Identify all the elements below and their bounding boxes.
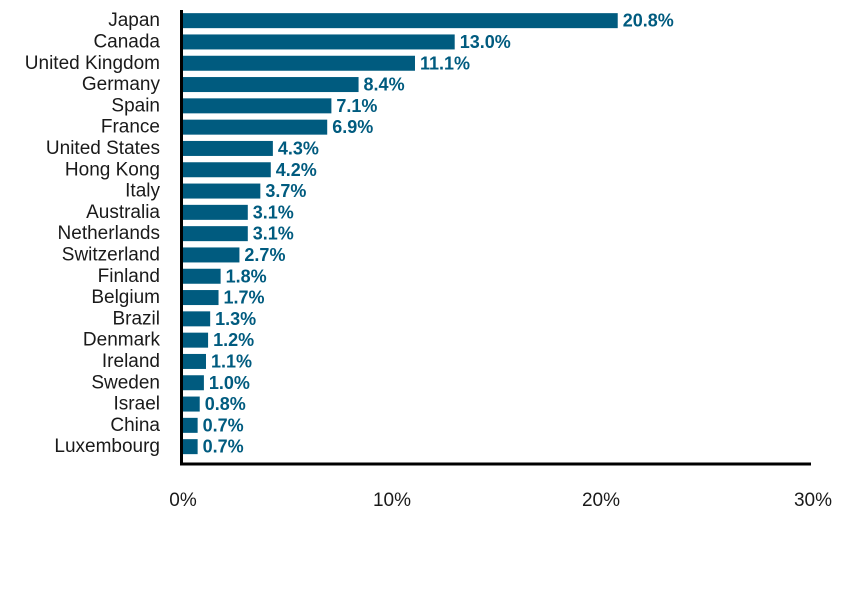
value-label: 2.7%: [244, 245, 285, 265]
value-label: 0.7%: [203, 415, 244, 435]
category-label: Ireland: [102, 351, 160, 372]
value-label: 0.8%: [205, 394, 246, 414]
value-label: 11.1%: [420, 53, 470, 73]
category-label: Italy: [125, 181, 160, 202]
category-label: Australia: [86, 202, 160, 223]
bar-france: [183, 119, 328, 135]
value-labels-group: 20.8%13.0%11.1%8.4%7.1%6.9%4.3%4.2%3.7%3…: [203, 11, 674, 457]
value-label: 1.1%: [211, 351, 252, 371]
value-label: 20.8%: [623, 11, 674, 31]
x-tick-label: 20%: [582, 490, 620, 511]
category-label: Japan: [108, 10, 160, 31]
category-label: France: [101, 117, 160, 138]
bar-germany: [183, 77, 359, 93]
category-label: Luxembourg: [54, 436, 160, 457]
x-tick-label: 0%: [169, 490, 197, 511]
bar-spain: [183, 98, 332, 114]
value-label: 1.8%: [226, 266, 267, 286]
bar-australia: [183, 204, 248, 220]
bar-israel: [183, 396, 200, 412]
category-label: Sweden: [91, 372, 160, 393]
category-label: China: [110, 415, 160, 436]
value-label: 7.1%: [336, 96, 377, 116]
value-label: 1.3%: [215, 309, 256, 329]
category-label: Israel: [114, 394, 160, 415]
value-label: 8.4%: [364, 75, 405, 95]
bar-ireland: [183, 353, 206, 369]
bar-hong-kong: [183, 162, 271, 178]
value-label: 3.1%: [253, 202, 294, 222]
x-tick-label: 30%: [794, 490, 832, 511]
category-label: United Kingdom: [25, 53, 160, 74]
bar-luxembourg: [183, 439, 198, 455]
category-label: United States: [46, 138, 160, 159]
bar-finland: [183, 268, 221, 284]
category-label: Hong Kong: [65, 159, 160, 180]
category-label: Finland: [98, 266, 160, 287]
value-label: 13.0%: [460, 32, 511, 52]
value-label: 1.2%: [213, 330, 254, 350]
bar-switzerland: [183, 247, 240, 263]
value-label: 3.7%: [265, 181, 306, 201]
value-label: 0.7%: [203, 437, 244, 457]
value-label: 4.2%: [276, 160, 317, 180]
bar-united-states: [183, 140, 273, 156]
bar-italy: [183, 183, 261, 199]
x-tick-labels-group: 0% 10% 20% 30%: [169, 490, 832, 511]
bar-sweden: [183, 375, 204, 391]
x-tick-label: 10%: [373, 490, 411, 511]
value-label: 6.9%: [332, 117, 373, 137]
bar-belgium: [183, 290, 219, 306]
bar-united-kingdom: [183, 55, 415, 71]
value-label: 1.7%: [224, 288, 265, 308]
value-label: 1.0%: [209, 373, 250, 393]
category-label: Switzerland: [62, 244, 160, 265]
bar-netherlands: [183, 226, 248, 242]
category-label: Germany: [82, 74, 161, 95]
category-label: Denmark: [83, 330, 161, 351]
category-label: Spain: [111, 95, 160, 116]
category-label: Belgium: [91, 287, 160, 308]
category-label: Netherlands: [58, 223, 160, 244]
value-label: 4.3%: [278, 138, 319, 158]
category-label: Brazil: [112, 308, 160, 329]
bar-brazil: [183, 311, 211, 327]
bar-japan: [183, 13, 618, 29]
bars-group: [183, 13, 618, 455]
bar-china: [183, 417, 198, 433]
value-label: 3.1%: [253, 224, 294, 244]
category-label: Canada: [93, 31, 160, 52]
bar-canada: [183, 34, 455, 50]
bar-denmark: [183, 332, 209, 348]
